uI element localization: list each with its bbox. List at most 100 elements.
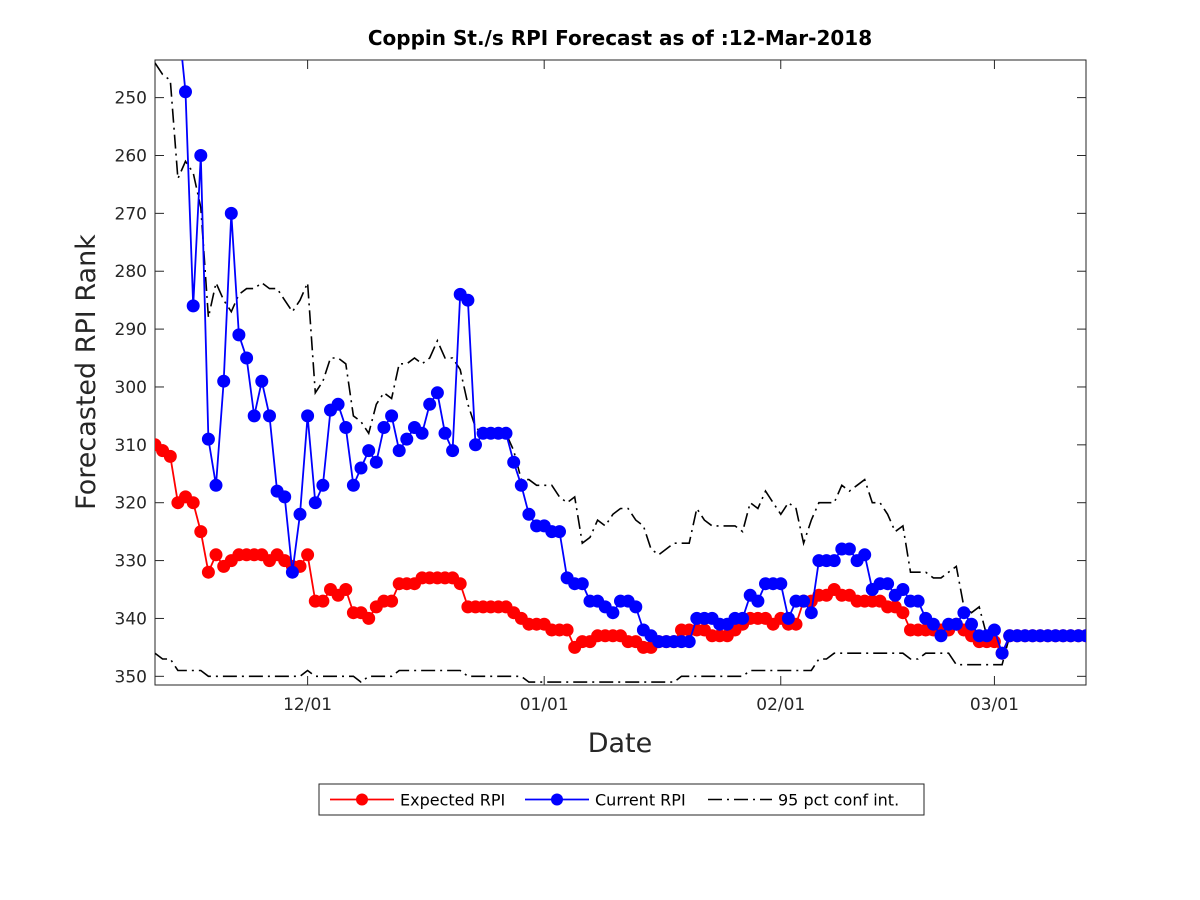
current-rpi-point: [400, 432, 414, 446]
current-rpi-point: [804, 606, 818, 620]
expected-rpi-point: [186, 496, 200, 510]
current-rpi-point: [362, 444, 376, 458]
expected-rpi-point: [209, 548, 223, 562]
expected-rpi-point: [362, 611, 376, 625]
legend-box: [318, 783, 925, 816]
x-tick-label: 03/01: [970, 695, 1019, 715]
current-rpi-point: [606, 606, 620, 620]
expected-rpi-point: [194, 525, 208, 539]
y-tick-label: 250: [115, 89, 147, 109]
current-rpi-point: [209, 478, 223, 492]
y-tick-label: 290: [115, 320, 147, 340]
y-tick-label: 310: [115, 436, 147, 456]
current-rpi-point: [263, 409, 276, 423]
current-rpi-point: [553, 525, 566, 539]
current-rpi-point: [499, 426, 513, 440]
y-tick-label: 340: [115, 609, 147, 629]
x-tick-label: 01/01: [520, 695, 569, 715]
current-rpi-point: [446, 444, 460, 458]
legend-label-current: Current RPI: [595, 791, 686, 810]
current-rpi-point: [522, 507, 536, 521]
y-tick-label: 280: [115, 262, 147, 282]
current-rpi-point: [781, 611, 795, 625]
current-rpi-point: [285, 565, 299, 579]
current-rpi-point: [575, 577, 589, 591]
current-rpi-point: [247, 409, 261, 423]
current-rpi-point: [224, 206, 238, 220]
current-rpi-point: [255, 374, 269, 388]
current-rpi-point: [987, 623, 1001, 637]
current-rpi-point: [858, 548, 872, 562]
x-tick-label: 12/01: [283, 695, 332, 715]
chart-title: Coppin St./s RPI Forecast as of :12-Mar-…: [368, 26, 872, 50]
current-rpi-point: [896, 583, 910, 596]
current-rpi-point: [1079, 629, 1086, 643]
expected-rpi-point: [301, 548, 315, 562]
current-rpi-point: [232, 328, 246, 342]
y-axis-label: Forecasted RPI Rank: [71, 234, 102, 510]
expected-rpi-point: [316, 594, 330, 608]
current-rpi-point: [392, 444, 406, 458]
current-rpi-point: [514, 478, 528, 492]
current-rpi-point: [423, 397, 437, 411]
current-rpi-point: [438, 426, 452, 440]
expected-rpi-point: [896, 606, 910, 620]
current-rpi-point: [957, 606, 971, 620]
expected-rpi-point: [339, 583, 353, 596]
series-layer: [155, 60, 1086, 684]
x-axis-label: Date: [588, 728, 653, 759]
current-rpi-point: [194, 149, 208, 162]
current-rpi-point: [316, 478, 330, 492]
current-rpi-point: [240, 351, 254, 365]
current-rpi-point: [217, 374, 231, 388]
current-rpi-point: [415, 426, 429, 440]
current-rpi-point: [469, 438, 482, 452]
legend-label-expected: Expected RPI: [400, 791, 505, 810]
current-rpi-point: [430, 386, 444, 400]
current-rpi-point: [201, 432, 215, 446]
expected-rpi-point: [163, 449, 177, 463]
y-tick-label: 270: [115, 204, 147, 224]
y-tick-label: 260: [115, 146, 147, 166]
expected-rpi-point: [560, 623, 574, 637]
current-rpi-point: [377, 421, 391, 434]
current-rpi-point: [736, 611, 750, 625]
current-rpi-point: [926, 617, 940, 631]
y-tick-label: 300: [115, 378, 147, 398]
y-tick-label: 330: [115, 552, 147, 572]
ci-lower-line: [155, 635, 1086, 684]
ci-upper-line: [155, 62, 1086, 662]
current-rpi-point: [369, 455, 383, 469]
current-rpi-point: [385, 409, 399, 423]
current-rpi-point: [751, 594, 765, 608]
current-rpi-point: [842, 542, 856, 556]
current-rpi-point: [331, 397, 345, 411]
axes-box: [154, 59, 1087, 686]
current-rpi-point: [827, 554, 841, 568]
current-rpi-point: [881, 577, 895, 591]
current-rpi-point: [965, 617, 978, 631]
current-rpi-point: [934, 629, 948, 643]
current-rpi-point: [179, 85, 192, 99]
y-tick-label: 350: [115, 667, 147, 687]
legend-marker-expected: [356, 793, 368, 806]
current-rpi-point: [995, 646, 1009, 660]
current-rpi-point: [774, 577, 788, 591]
legend: Expected RPI Current RPI 95 pct conf int.: [318, 783, 925, 816]
current-rpi-point: [293, 507, 307, 521]
current-rpi-point: [797, 594, 811, 608]
current-rpi-point: [301, 409, 315, 423]
x-tick-label: 02/01: [756, 695, 805, 715]
current-rpi-point: [461, 293, 475, 307]
current-rpi-point: [629, 600, 643, 614]
expected-rpi-point: [453, 577, 467, 591]
current-rpi-point: [346, 478, 360, 492]
current-rpi-point: [507, 455, 521, 469]
plot-area: 250 260 270 280 290 300 310 320 330 340 350 12/01 01…: [115, 59, 1087, 715]
current-rpi-point: [682, 635, 696, 649]
current-rpi-point: [278, 490, 292, 504]
y-tick-label: 320: [115, 494, 147, 514]
current-rpi-point: [308, 496, 322, 510]
